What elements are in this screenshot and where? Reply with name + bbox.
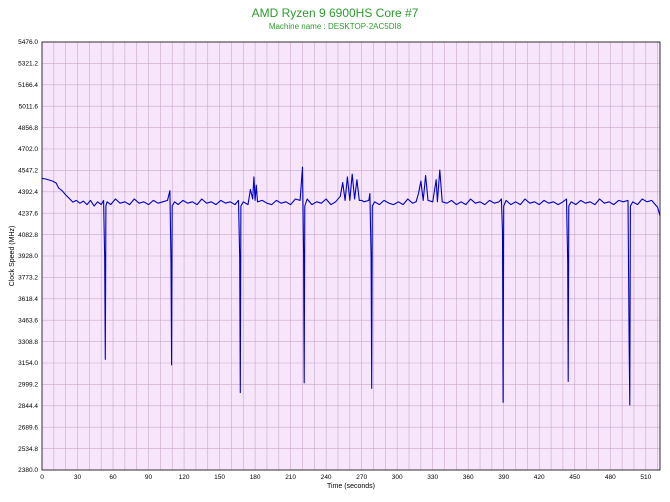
x-tick-label: 420 (534, 474, 545, 481)
x-tick-label: 390 (498, 474, 509, 481)
x-tick-label: 270 (356, 474, 367, 481)
y-tick-label: 3463.6 (18, 317, 38, 324)
y-tick-label: 4392.4 (18, 189, 38, 196)
grid (42, 42, 660, 470)
x-axis-ticks: 0 30 60 90 120 150 180 210 240 270 300 330 360 390 420… (40, 474, 651, 481)
x-tick-label: 90 (145, 474, 153, 481)
x-tick-label: 330 (427, 474, 438, 481)
x-tick-label: 510 (640, 474, 651, 481)
y-axis-ticks: 2380.0 2534.8 2689.6 2844.4 2999.2 3154.0 3308… (18, 39, 38, 474)
x-tick-label: 180 (250, 474, 261, 481)
y-tick-label: 2999.2 (18, 382, 38, 389)
x-tick-label: 480 (605, 474, 616, 481)
y-axis-label: Clock Speed (MHz) (9, 226, 16, 287)
x-tick-label: 300 (392, 474, 403, 481)
y-tick-label: 3154.0 (18, 360, 38, 367)
y-tick-label: 3773.2 (18, 275, 38, 282)
series-group (41, 166, 661, 406)
x-tick-label: 30 (74, 474, 82, 481)
y-tick-label: 2844.4 (18, 403, 38, 410)
y-tick-label: 5476.0 (18, 39, 38, 46)
x-tick-label: 210 (285, 474, 296, 481)
x-tick-label: 150 (214, 474, 225, 481)
x-tick-label: 120 (179, 474, 190, 481)
y-tick-label: 4547.2 (18, 168, 38, 175)
y-tick-label: 4856.8 (18, 125, 38, 132)
y-tick-label: 2534.8 (18, 446, 38, 453)
x-tick-label: 60 (109, 474, 117, 481)
chart-subtitle: Machine name : DESKTOP-2AC5DI8 (268, 22, 402, 31)
y-tick-label: 4702.0 (18, 146, 38, 153)
y-tick-label: 4082.8 (18, 232, 38, 239)
plot-border (41, 41, 661, 471)
y-tick-label: 3308.8 (18, 339, 38, 346)
x-tick-label: 240 (321, 474, 332, 481)
y-tick-label: 5166.4 (18, 82, 38, 89)
y-tick-label: 3928.0 (18, 253, 38, 260)
series-line (41, 166, 661, 406)
y-tick-label: 2689.6 (18, 424, 38, 431)
x-tick-label: 450 (569, 474, 580, 481)
x-axis-label: Time (seconds) (327, 483, 375, 490)
chart-title: AMD Ryzen 9 6900HS Core #7 (251, 6, 419, 20)
x-tick-label: 0 (40, 474, 44, 481)
y-tick-label: 5011.6 (19, 103, 39, 110)
y-tick-label: 4237.6 (18, 210, 38, 217)
x-tick-label: 360 (463, 474, 474, 481)
y-tick-label: 3618.4 (18, 296, 38, 303)
y-tick-label: 2380.0 (18, 467, 38, 474)
y-tick-label: 5321.2 (18, 61, 38, 68)
